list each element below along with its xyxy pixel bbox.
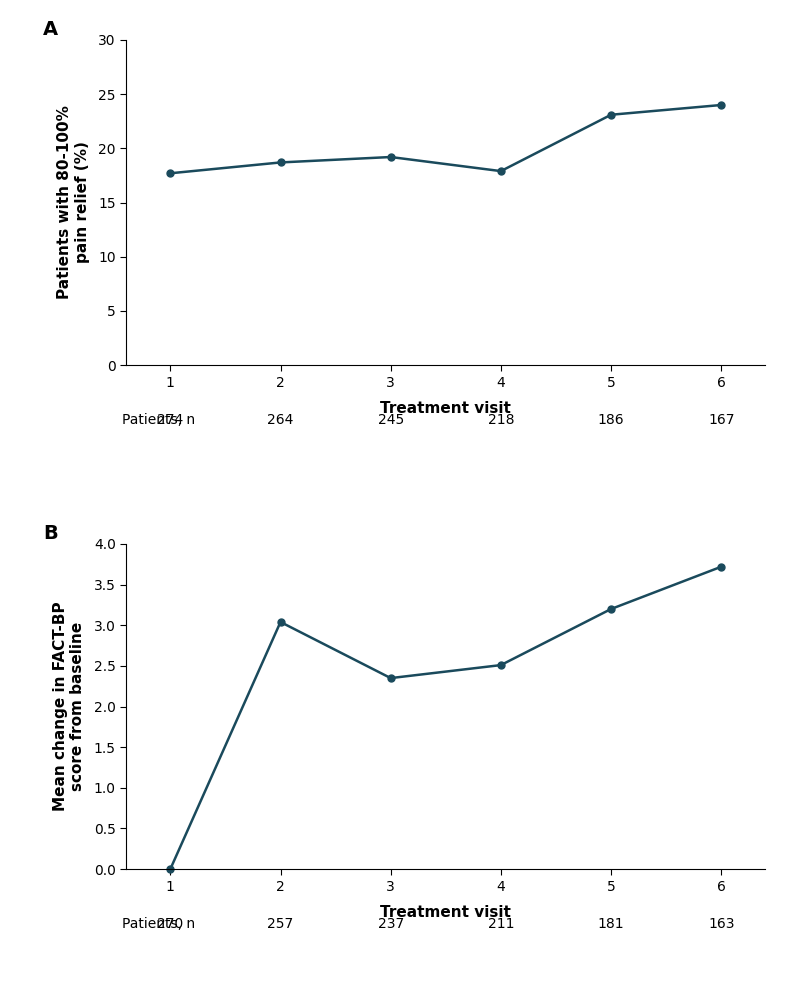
Text: 237: 237 — [378, 917, 404, 931]
Text: 264: 264 — [267, 413, 294, 427]
Y-axis label: Mean change in FACT-BP
score from baseline: Mean change in FACT-BP score from baseli… — [53, 601, 85, 811]
Y-axis label: Patients with 80-100%
pain relief (%): Patients with 80-100% pain relief (%) — [58, 106, 90, 300]
Text: 218: 218 — [488, 413, 514, 427]
Text: 167: 167 — [708, 413, 735, 427]
Text: 163: 163 — [708, 917, 735, 931]
Text: Patients, n: Patients, n — [122, 413, 196, 427]
Text: 270: 270 — [157, 917, 183, 931]
Text: 245: 245 — [378, 413, 404, 427]
Text: Patients, n: Patients, n — [122, 917, 196, 931]
Text: B: B — [43, 524, 58, 543]
Text: 257: 257 — [267, 917, 294, 931]
X-axis label: Treatment visit: Treatment visit — [380, 905, 511, 920]
Text: 211: 211 — [488, 917, 514, 931]
Text: 186: 186 — [598, 413, 624, 427]
Text: 181: 181 — [598, 917, 624, 931]
Text: A: A — [43, 20, 58, 39]
X-axis label: Treatment visit: Treatment visit — [380, 401, 511, 416]
Text: 274: 274 — [157, 413, 183, 427]
